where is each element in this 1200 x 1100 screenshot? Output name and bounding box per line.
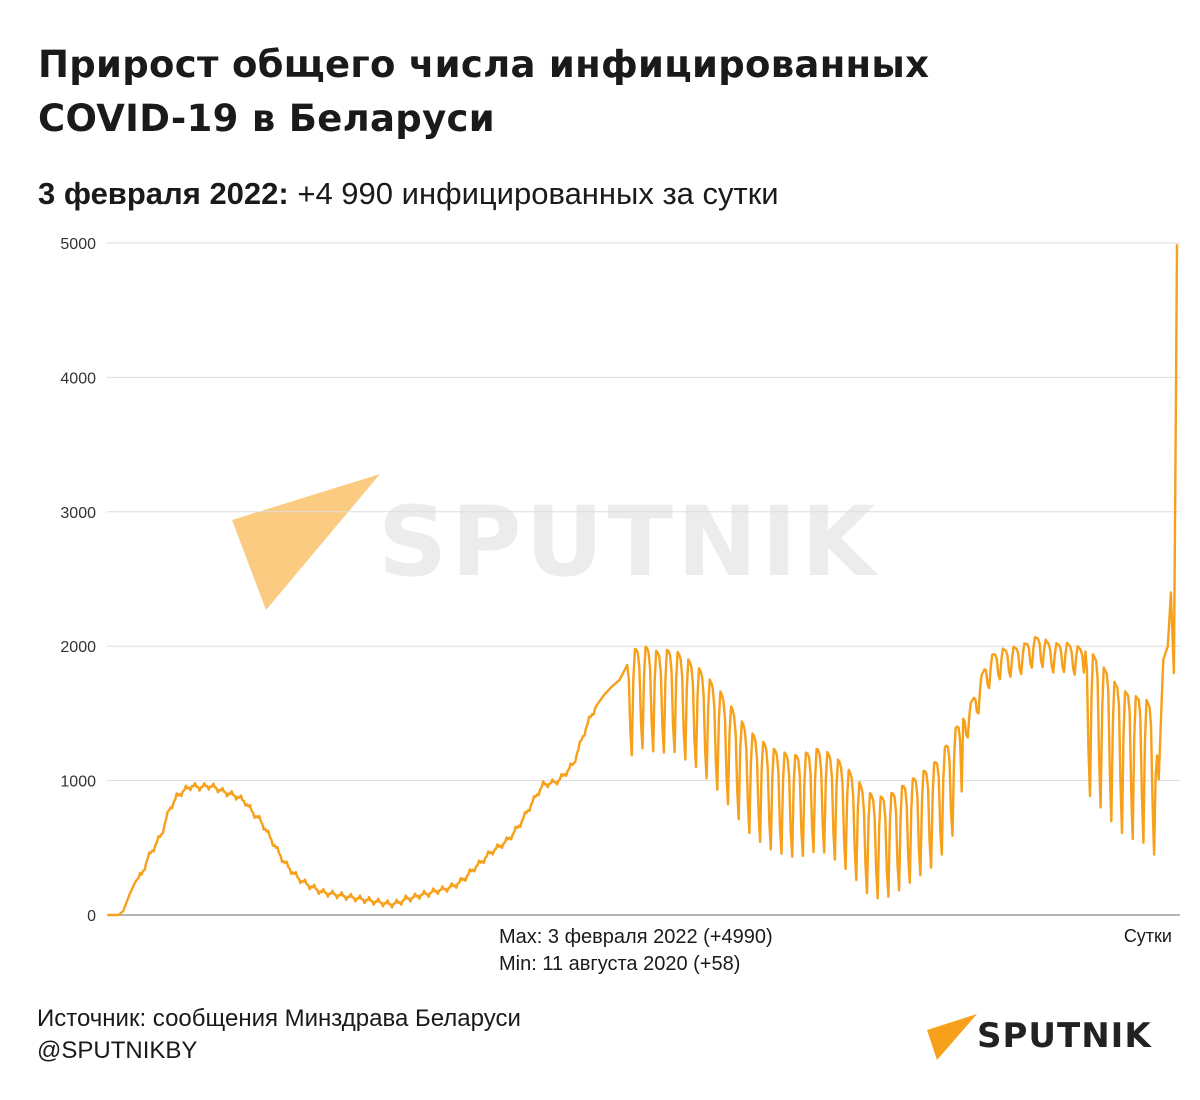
gridlines [107, 242, 1180, 782]
chart-title: Прирост общего числа инфицированных COVI… [38, 38, 1038, 146]
x-axis-unit-label: Сутки [1123, 926, 1172, 946]
logo-text: SPUTNIK [977, 1016, 1152, 1056]
sputnik-logo: SPUTNIK [925, 1010, 1175, 1066]
y-tick-label: 5000 [60, 236, 96, 253]
y-tick-label: 3000 [60, 505, 96, 522]
y-tick-label: 2000 [60, 639, 96, 656]
min-annotation: Min: 11 августа 2020 (+58) [499, 953, 741, 975]
y-tick-label: 4000 [60, 370, 96, 387]
min-max-annotation: Max: 3 февраля 2022 (+4990) Min: 11 авгу… [499, 924, 773, 978]
y-axis-tick-labels: 0 1000 2000 3000 4000 5000 [60, 236, 96, 925]
subtitle-date: 3 февраля 2022: [38, 176, 289, 211]
sputnik-triangle-icon [927, 1014, 977, 1060]
source-text: Источник: сообщения Минздрава Беларуси [37, 1005, 521, 1032]
chart-subtitle: 3 февраля 2022: +4 990 инфицированных за… [38, 174, 779, 214]
series-line [108, 244, 1179, 917]
line-chart: 0 1000 2000 3000 4000 5000 [60, 236, 1180, 925]
chart-title-line-1: Прирост общего числа инфицированных [38, 43, 930, 86]
y-tick-label: 0 [87, 908, 96, 925]
y-tick-label: 1000 [60, 774, 96, 791]
social-handle: @SPUTNIKBY [37, 1037, 198, 1064]
subtitle-text: +4 990 инфицированных за сутки [288, 176, 779, 211]
footer: Источник: сообщения Минздрава Беларуси @… [37, 1003, 521, 1067]
chart-title-line-2: COVID-19 в Беларуси [38, 97, 495, 140]
max-annotation: Max: 3 февраля 2022 (+4990) [499, 926, 773, 948]
